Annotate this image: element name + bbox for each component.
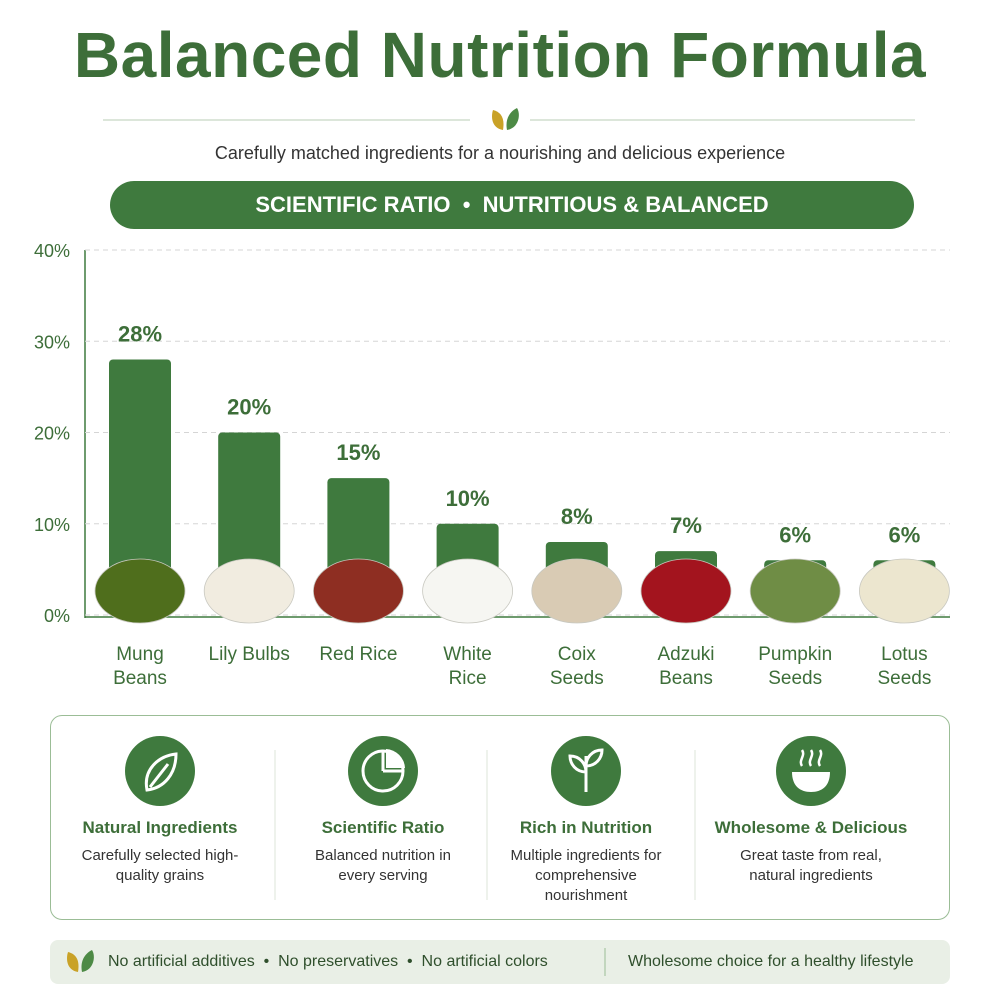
ingredient-image <box>859 558 950 624</box>
footer-tagline: Wholesome choice for a healthy lifestyle <box>628 953 914 970</box>
feature-title: Rich in Nutrition <box>519 818 653 837</box>
y-tick-label: 40% <box>34 241 70 261</box>
x-tick-label: Red Rice <box>319 644 398 665</box>
value-label: 6% <box>779 522 811 547</box>
x-tick-label: Lotus Seeds <box>877 644 932 689</box>
ingredient-image <box>531 558 623 624</box>
footer-claims: No artificial additives • No preservativ… <box>108 953 548 970</box>
footer-bar <box>50 940 950 984</box>
ingredient-image <box>422 558 514 624</box>
x-tick-label: Coix Seeds <box>549 644 604 689</box>
feature-icon <box>125 736 195 806</box>
x-tick-label: Pumpkin Seeds <box>758 644 833 689</box>
ingredient-image <box>312 558 404 624</box>
title: Balanced Nutrition Formula <box>73 19 927 91</box>
feature-icon <box>348 736 418 806</box>
feature-text: Balanced nutrition in every serving <box>315 847 451 884</box>
x-tick-label: Mung Beans <box>113 644 167 689</box>
y-tick-label: 10% <box>34 515 70 535</box>
features-box <box>50 715 950 920</box>
feature-text: Great taste from real, natural ingredien… <box>740 847 882 884</box>
footer-leaf-icon <box>67 950 94 972</box>
feature-text: Carefully selected high-quality grains <box>81 847 239 884</box>
feature-icon <box>551 736 621 806</box>
ingredient-image <box>749 558 841 624</box>
bar <box>109 359 171 615</box>
feature-title: Scientific Ratio <box>321 818 445 837</box>
feature-text: Multiple ingredients for comprehensive n… <box>510 847 662 904</box>
ingredient-image <box>94 558 186 624</box>
feature-title: Wholesome & Delicious <box>714 818 908 837</box>
y-tick-label: 20% <box>34 424 70 444</box>
leaf-icon <box>492 108 519 130</box>
y-tick-label: 30% <box>34 332 70 352</box>
x-tick-label: Adzuki Beans <box>657 644 715 689</box>
value-label: 7% <box>670 513 702 538</box>
value-label: 28% <box>118 322 162 347</box>
x-tick-label: Lily Bulbs <box>208 644 290 665</box>
value-label: 15% <box>336 440 380 465</box>
feature-title: Natural Ingredients <box>82 818 238 837</box>
ingredient-image <box>640 558 732 624</box>
value-label: 10% <box>446 486 490 511</box>
subtitle: Carefully matched ingredients for a nour… <box>214 143 786 163</box>
value-label: 8% <box>561 504 593 529</box>
value-label: 20% <box>227 395 271 420</box>
feature-icon <box>776 736 846 806</box>
x-tick-label: White Rice <box>443 644 492 689</box>
y-tick-label: 0% <box>44 606 70 626</box>
ingredient-image <box>203 558 295 624</box>
banner: SCIENTIFIC RATIO • NUTRITIOUS & BALANCED <box>110 181 914 229</box>
value-label: 6% <box>889 522 921 547</box>
